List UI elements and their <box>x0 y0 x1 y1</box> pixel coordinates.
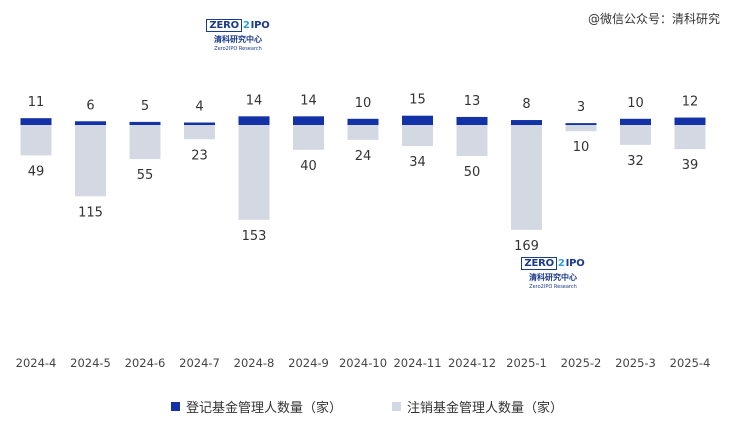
data-label-cancelled: 39 <box>682 158 699 173</box>
x-tick-label: 2024-12 <box>448 356 496 370</box>
bar-cancelled <box>347 125 379 140</box>
data-label-registered: 5 <box>141 99 149 114</box>
data-label-registered: 6 <box>86 98 94 113</box>
x-tick-label: 2024-10 <box>339 356 387 370</box>
data-label-cancelled: 55 <box>137 168 154 183</box>
data-label-cancelled: 50 <box>464 165 481 180</box>
bar-registered <box>184 122 215 125</box>
bar-registered <box>20 118 52 125</box>
data-label-registered: 8 <box>522 97 530 112</box>
bar-cancelled <box>293 125 324 150</box>
x-tick-label: 2025-3 <box>615 356 656 370</box>
zero2ipo-logo-bottom: ZERO 2 IPO 清科研究中心 Zero2IPO Research <box>521 256 585 290</box>
bar-cancelled <box>129 125 161 160</box>
data-label-registered: 14 <box>300 93 317 108</box>
legend: 登记基金管理人数量（家） 注销基金管理人数量（家） <box>0 397 734 416</box>
x-tick-label: 2025-4 <box>670 356 711 370</box>
bar-cancelled <box>674 125 706 150</box>
bar-cancelled <box>620 125 651 145</box>
bar-registered <box>75 121 106 125</box>
data-label-cancelled: 40 <box>300 159 317 174</box>
bar-registered <box>620 118 651 125</box>
data-label-cancelled: 24 <box>355 149 372 164</box>
data-label-cancelled: 10 <box>573 140 590 155</box>
bar-registered <box>456 116 488 125</box>
data-label-registered: 4 <box>195 100 203 115</box>
x-tick-label: 2024-8 <box>234 356 275 370</box>
data-label-registered: 10 <box>355 96 372 111</box>
x-tick-label: 2024-7 <box>179 356 220 370</box>
data-label-registered: 3 <box>577 100 585 115</box>
data-label-cancelled: 153 <box>242 229 267 244</box>
data-label-cancelled: 32 <box>627 154 644 169</box>
data-label-registered: 13 <box>464 94 481 109</box>
legend-label-cancelled: 注销基金管理人数量（家） <box>407 401 564 416</box>
legend-swatch-registered <box>170 402 180 411</box>
bar-registered <box>293 116 324 125</box>
legend-label-registered: 登记基金管理人数量（家） <box>185 401 342 416</box>
legend-item-cancelled: 注销基金管理人数量（家） <box>392 397 563 416</box>
x-tick-label: 2024-4 <box>16 356 57 370</box>
bar-cancelled <box>238 125 270 220</box>
bar-cancelled <box>20 125 52 156</box>
data-label-registered: 10 <box>627 96 644 111</box>
data-label-cancelled: 115 <box>78 205 103 220</box>
bar-registered <box>674 117 706 125</box>
data-label-cancelled: 49 <box>28 164 45 179</box>
x-tick-label: 2024-11 <box>393 356 441 370</box>
x-tick-label: 2025-2 <box>561 356 602 370</box>
bar-cancelled <box>565 125 597 132</box>
bar-cancelled <box>511 125 542 230</box>
bar-cancelled <box>184 125 215 140</box>
data-label-registered: 11 <box>28 95 45 110</box>
zero2ipo-logo-top: ZERO 2 IPO 清科研究中心 Zero2IPO Research <box>206 18 270 52</box>
bar-registered <box>511 120 542 125</box>
bar-cancelled <box>456 125 488 156</box>
legend-item-registered: 登记基金管理人数量（家） <box>170 397 342 416</box>
data-label-cancelled: 169 <box>514 239 539 254</box>
data-label-registered: 14 <box>246 93 263 108</box>
bar-registered <box>565 123 597 125</box>
data-label-cancelled: 34 <box>409 155 426 170</box>
bar-registered <box>238 116 270 125</box>
bar-registered <box>129 121 161 125</box>
watermark-text: @微信公众号：清科研究 <box>587 12 720 26</box>
x-tick-label: 2024-6 <box>125 356 166 370</box>
bar-registered <box>347 118 379 125</box>
data-label-registered: 15 <box>409 93 426 108</box>
bar-cancelled <box>402 125 433 147</box>
data-label-cancelled: 23 <box>191 148 208 163</box>
data-label-registered: 12 <box>682 95 699 110</box>
x-tick-label: 2024-5 <box>70 356 111 370</box>
x-tick-label: 2024-9 <box>288 356 329 370</box>
bar-cancelled <box>75 125 106 197</box>
bar-registered <box>402 115 433 125</box>
x-tick-label: 2025-1 <box>506 356 547 370</box>
legend-swatch-cancelled <box>392 402 401 411</box>
